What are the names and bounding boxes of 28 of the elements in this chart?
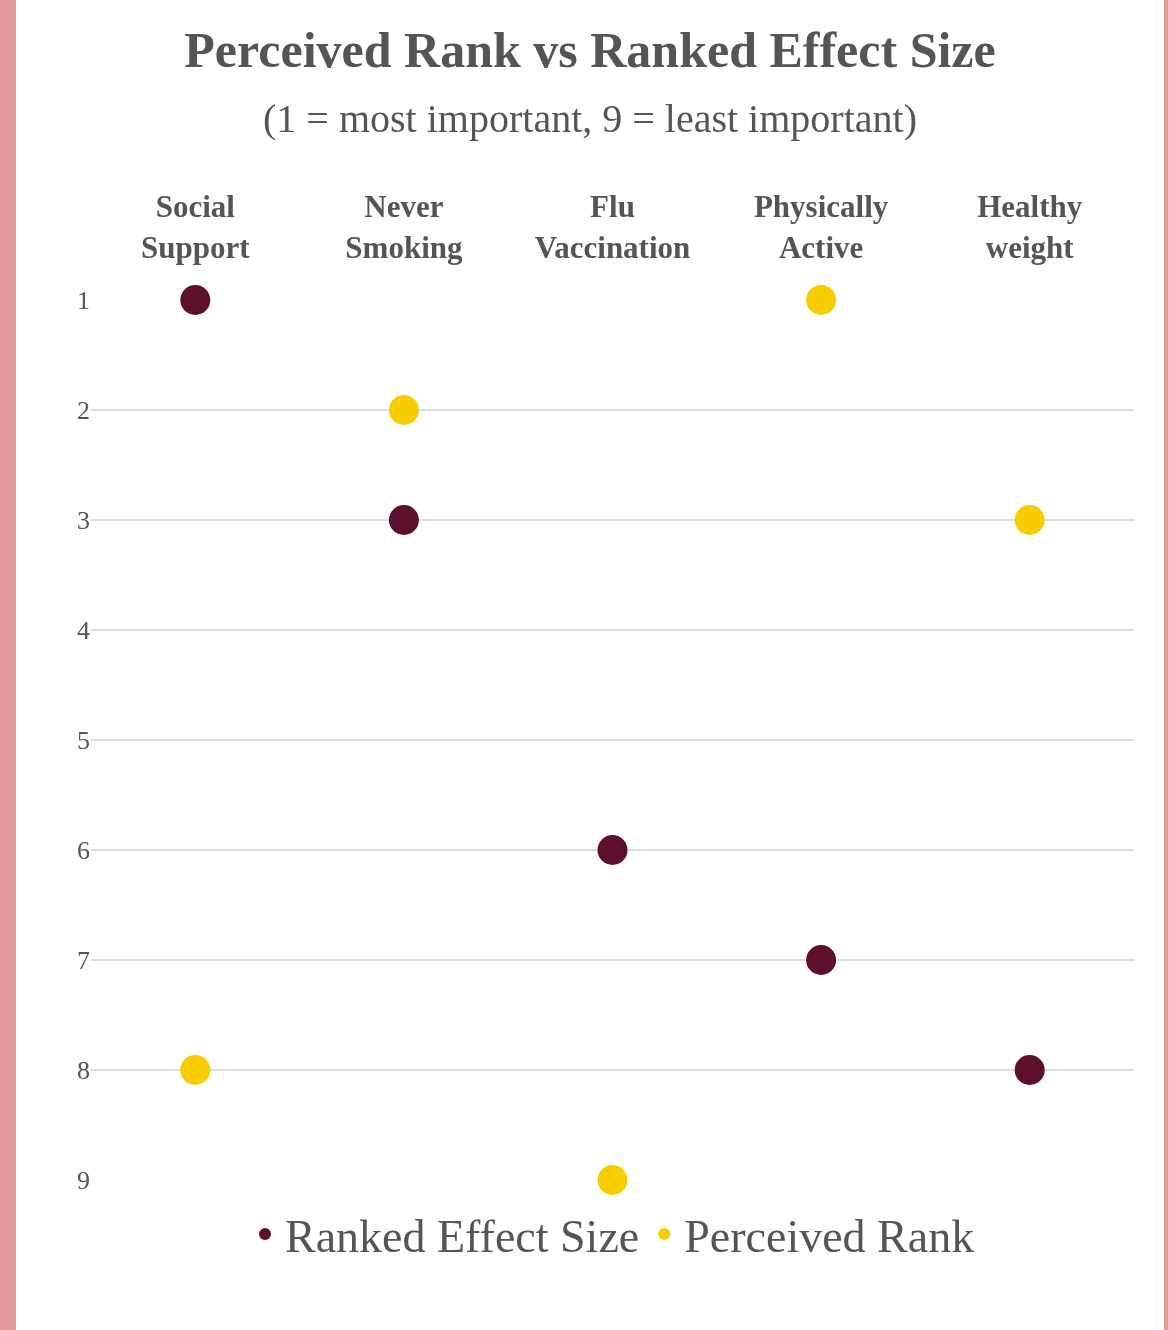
x-tick-label: Healthy weight <box>977 189 1083 265</box>
x-tick-label: Social Support <box>141 189 251 265</box>
point <box>1014 505 1045 535</box>
y-tick-label: 7 <box>77 946 90 976</box>
y-tick-label: 6 <box>77 836 90 866</box>
point <box>180 285 211 315</box>
chart-subtitle: (1 = most important, 9 = least important) <box>263 95 917 141</box>
point <box>388 505 419 535</box>
chart-title: Perceived Rank vs Ranked Effect Size <box>184 21 996 78</box>
x-tick-label: Flu Vaccination <box>534 189 691 265</box>
y-tick-label: 3 <box>77 506 90 536</box>
legend-label: Perceived Rank <box>684 1210 975 1262</box>
point <box>597 1165 628 1195</box>
point <box>1014 1055 1045 1085</box>
y-tick-label: 2 <box>77 396 90 426</box>
point <box>597 835 628 865</box>
point <box>806 285 837 315</box>
legend-label: Ranked Effect Size <box>285 1210 640 1262</box>
y-tick-label: 5 <box>77 726 90 756</box>
y-tick-label: 8 <box>77 1056 90 1086</box>
y-tick-label: 1 <box>77 286 90 316</box>
point <box>180 1055 211 1085</box>
y-tick-label: 9 <box>77 1166 90 1196</box>
point <box>806 945 837 975</box>
x-tick-label: Never Smoking <box>345 189 463 265</box>
point <box>388 395 419 425</box>
y-tick-label: 4 <box>77 616 90 646</box>
x-tick-label: Physically Active <box>753 189 889 265</box>
